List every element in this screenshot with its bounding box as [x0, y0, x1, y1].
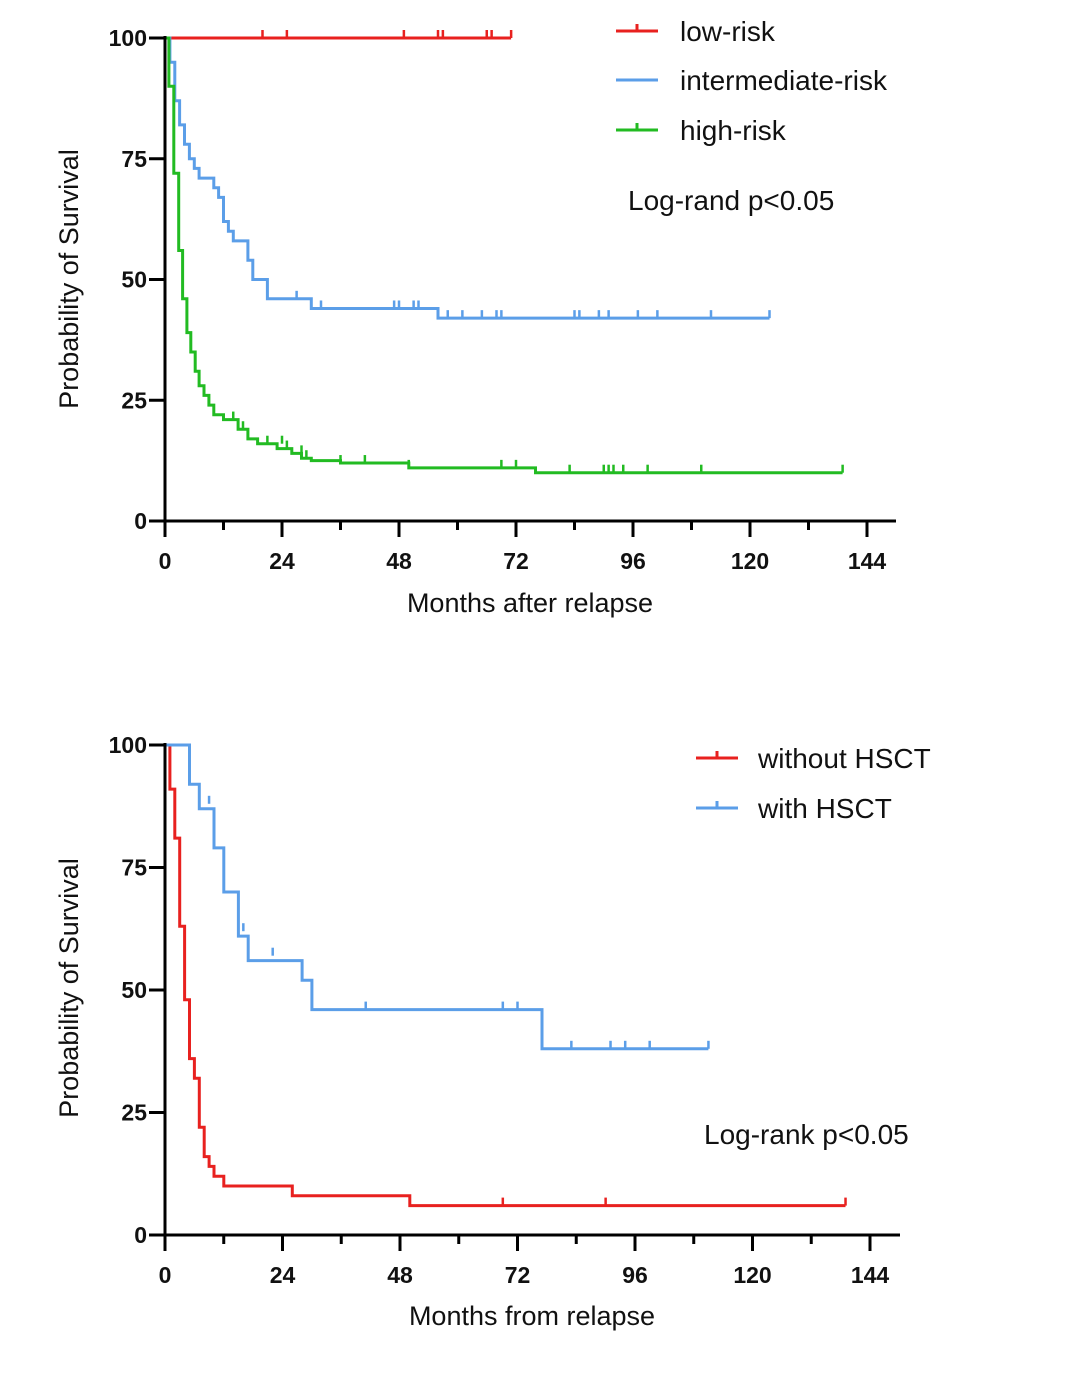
- chart-overall-survival-by-hsct: 0 25 50 75 100 0 24 48 72 96 120 144 Months from re…: [54, 732, 931, 1331]
- legend-label-intermediate-risk: intermediate-risk: [680, 65, 888, 96]
- x-tick-label: 96: [622, 1262, 648, 1288]
- series-intermediate-risk: [165, 36, 771, 320]
- x-tick-label: 48: [386, 548, 412, 574]
- x-tick-label: 0: [159, 1262, 172, 1288]
- x-tick-label: 72: [503, 548, 529, 574]
- legend-item-high-risk: high-risk: [616, 115, 787, 146]
- legend-label-without-hsct: without HSCT: [757, 743, 931, 774]
- chart-2-p-value-annotation: Log-rank p<0.05: [704, 1119, 909, 1150]
- y-tick-label: 100: [109, 732, 147, 758]
- x-tick-label: 24: [269, 548, 295, 574]
- chart-1-series-layer: [165, 30, 844, 475]
- series-line-without-hsct: [165, 743, 846, 1208]
- y-tick-label: 50: [121, 977, 147, 1003]
- series-low-risk: [165, 30, 513, 40]
- legend-label-with-hsct: with HSCT: [757, 793, 892, 824]
- y-tick-label: 0: [134, 1222, 147, 1248]
- series-high-risk: [165, 36, 844, 475]
- series-without-hsct: [165, 743, 847, 1208]
- x-tick-label: 120: [733, 1262, 771, 1288]
- chart-2-x-axis-label: Months from relapse: [409, 1301, 655, 1331]
- series-line-high-risk: [165, 36, 843, 475]
- chart-1-x-axis-label: Months after relapse: [407, 588, 653, 618]
- chart-2-y-axis-label: Probability of Survival: [54, 858, 84, 1118]
- legend-item-with-hsct: with HSCT: [696, 793, 892, 824]
- series-with-hsct: [165, 743, 710, 1051]
- legend-label-low-risk: low-risk: [680, 16, 776, 47]
- chart-overall-survival-by-risk: 0 25 50 75 100 0 24 48 72 96 120 144 Months after r…: [54, 16, 896, 618]
- y-tick-label: 75: [121, 146, 147, 172]
- y-tick-label: 100: [109, 25, 147, 51]
- y-tick-label: 25: [121, 387, 147, 413]
- y-tick-label: 25: [121, 1100, 147, 1126]
- chart-1-legend: low-risk intermediate-risk high-risk: [616, 16, 888, 146]
- chart-2-legend: without HSCT with HSCT: [696, 743, 931, 824]
- series-line-intermediate-risk: [165, 36, 770, 320]
- chart-1-y-axis-label: Probability of Survival: [54, 149, 84, 409]
- x-tick-label: 72: [505, 1262, 531, 1288]
- chart-1-axes: 0 25 50 75 100 0 24 48 72 96 120 144: [109, 25, 896, 574]
- x-tick-label: 48: [387, 1262, 413, 1288]
- y-tick-label: 75: [121, 855, 147, 881]
- chart-2-series-layer: [165, 743, 847, 1208]
- y-tick-label: 50: [121, 267, 147, 293]
- x-tick-label: 144: [851, 1262, 890, 1288]
- chart-2-axes: 0 25 50 75 100 0 24 48 72 96 120 144: [109, 732, 900, 1288]
- x-tick-label: 0: [159, 548, 172, 574]
- x-tick-label: 144: [848, 548, 887, 574]
- x-tick-label: 24: [270, 1262, 296, 1288]
- x-tick-label: 120: [731, 548, 769, 574]
- y-tick-label: 0: [134, 508, 147, 534]
- x-tick-label: 96: [620, 548, 646, 574]
- legend-item-intermediate-risk: intermediate-risk: [616, 65, 888, 96]
- legend-item-low-risk: low-risk: [616, 16, 776, 47]
- chart-1-p-value-annotation: Log-rand p<0.05: [628, 185, 834, 216]
- legend-label-high-risk: high-risk: [680, 115, 787, 146]
- legend-item-without-hsct: without HSCT: [696, 743, 931, 774]
- series-line-with-hsct: [165, 743, 709, 1051]
